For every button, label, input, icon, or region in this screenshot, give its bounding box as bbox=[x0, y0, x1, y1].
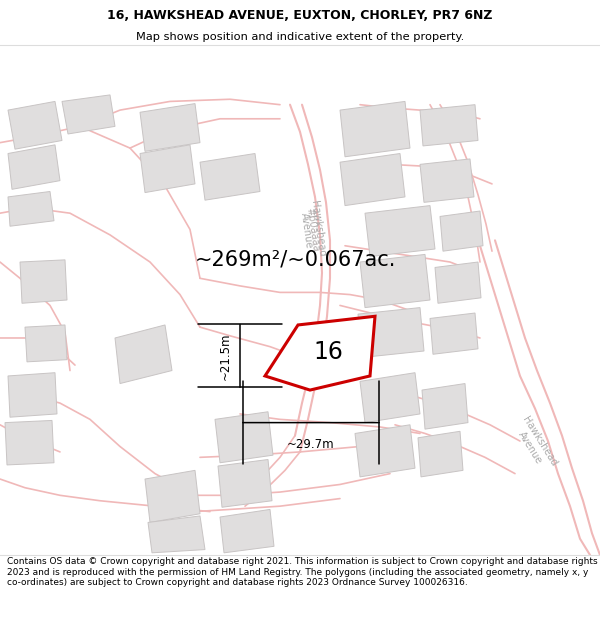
Polygon shape bbox=[145, 471, 200, 522]
Polygon shape bbox=[148, 516, 205, 553]
Polygon shape bbox=[140, 145, 195, 192]
Polygon shape bbox=[435, 262, 481, 303]
Polygon shape bbox=[20, 260, 67, 303]
Polygon shape bbox=[115, 325, 172, 384]
Polygon shape bbox=[420, 159, 474, 202]
Polygon shape bbox=[215, 412, 273, 462]
Polygon shape bbox=[365, 206, 435, 257]
Polygon shape bbox=[418, 431, 463, 477]
Polygon shape bbox=[8, 145, 60, 189]
Polygon shape bbox=[25, 325, 67, 362]
Polygon shape bbox=[355, 425, 415, 477]
Polygon shape bbox=[218, 459, 272, 508]
Text: ~29.7m: ~29.7m bbox=[287, 438, 335, 451]
Polygon shape bbox=[140, 104, 200, 151]
Polygon shape bbox=[200, 154, 260, 200]
Polygon shape bbox=[265, 316, 375, 390]
Text: ~21.5m: ~21.5m bbox=[219, 332, 232, 379]
Polygon shape bbox=[360, 254, 430, 308]
Polygon shape bbox=[8, 191, 54, 226]
Text: 16: 16 bbox=[313, 340, 343, 364]
Polygon shape bbox=[5, 421, 54, 465]
Text: Hawkshead
Avenue: Hawkshead Avenue bbox=[298, 200, 326, 259]
Text: ~269m²/~0.067ac.: ~269m²/~0.067ac. bbox=[194, 250, 395, 270]
Text: Hawkshead
Avenue: Hawkshead Avenue bbox=[511, 414, 559, 474]
Text: Map shows position and indicative extent of the property.: Map shows position and indicative extent… bbox=[136, 32, 464, 43]
Polygon shape bbox=[8, 101, 62, 149]
Polygon shape bbox=[340, 101, 410, 157]
Polygon shape bbox=[358, 308, 424, 358]
Polygon shape bbox=[62, 95, 115, 134]
Polygon shape bbox=[8, 372, 57, 418]
Polygon shape bbox=[440, 211, 483, 251]
Polygon shape bbox=[430, 313, 478, 354]
Polygon shape bbox=[360, 372, 420, 423]
Polygon shape bbox=[340, 154, 405, 206]
Polygon shape bbox=[422, 384, 468, 429]
Text: #b0aaaa: #b0aaaa bbox=[304, 207, 320, 252]
Text: Contains OS data © Crown copyright and database right 2021. This information is : Contains OS data © Crown copyright and d… bbox=[7, 558, 598, 588]
Polygon shape bbox=[220, 509, 274, 553]
Polygon shape bbox=[420, 104, 478, 146]
Text: 16, HAWKSHEAD AVENUE, EUXTON, CHORLEY, PR7 6NZ: 16, HAWKSHEAD AVENUE, EUXTON, CHORLEY, P… bbox=[107, 9, 493, 22]
